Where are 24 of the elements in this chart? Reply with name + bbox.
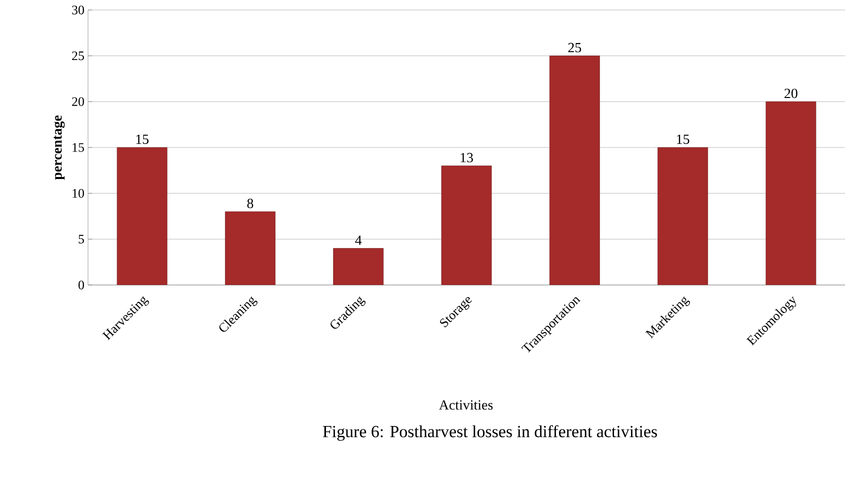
y-tick-label: 0: [78, 280, 84, 290]
bar: [116, 147, 168, 285]
y-tick-label: 30: [72, 6, 84, 14]
y-tick-label: 5: [78, 234, 84, 244]
bar: [333, 248, 384, 285]
y-tick-label: 10: [72, 188, 84, 198]
x-axis-title: Activities: [439, 400, 493, 410]
y-tick-label: 25: [72, 51, 84, 60]
bar: [441, 166, 492, 285]
y-axis-title: percentage: [54, 115, 65, 180]
bar: [766, 101, 816, 285]
bar: [658, 147, 708, 285]
data-label: 8: [247, 198, 254, 208]
data-label: 13: [460, 152, 473, 162]
bar: [549, 56, 600, 285]
data-label: 25: [568, 42, 582, 52]
data-label: 4: [355, 236, 362, 245]
y-tick-label: 15: [72, 143, 84, 152]
data-label: 15: [136, 134, 149, 144]
caption: Figure 6: Postharvest losses in different activities: [322, 425, 657, 441]
y-tick-label: 20: [72, 97, 84, 106]
data-label: 20: [784, 88, 798, 98]
data-label: 15: [677, 134, 690, 144]
bar: [225, 211, 276, 285]
